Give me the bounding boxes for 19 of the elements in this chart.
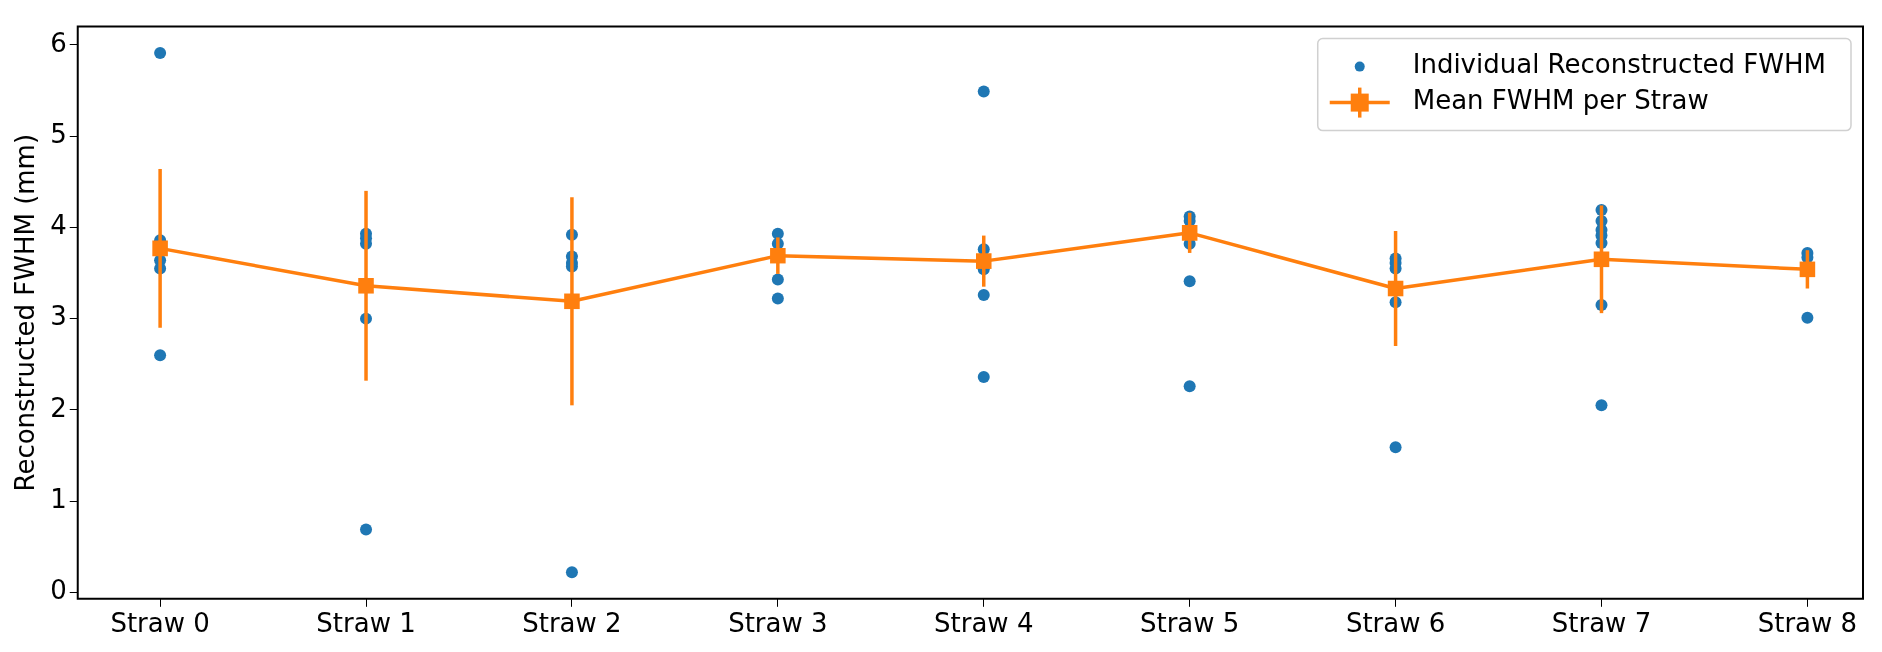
x-tick-label: Straw 6 [1345,608,1446,639]
legend-label: Mean FWHM per Straw [1412,85,1709,116]
y-tick-label: 3 [50,301,67,332]
x-tick-label: Straw 5 [1139,608,1240,639]
y-tick-label: 4 [50,210,67,241]
x-tick-label: Straw 4 [934,608,1034,639]
x-tick-label: Straw 1 [316,608,416,639]
x-tick-label: Straw 2 [522,608,622,639]
x-tick-label: Straw 0 [110,608,210,639]
y-tick-label: 1 [50,483,67,514]
y-axis-title: Reconstructed FWHM (mm) [10,133,41,492]
y-tick-label: 0 [50,575,67,606]
y-tick-label: 2 [50,392,67,423]
x-tick-label: Straw 3 [728,608,828,639]
legend-label: Individual Reconstructed FWHM [1412,49,1827,80]
x-tick-label: Straw 7 [1551,608,1652,639]
y-tick-label: 5 [50,118,67,149]
x-tick-label: Straw 8 [1757,608,1858,639]
y-tick-label: 6 [50,27,67,58]
